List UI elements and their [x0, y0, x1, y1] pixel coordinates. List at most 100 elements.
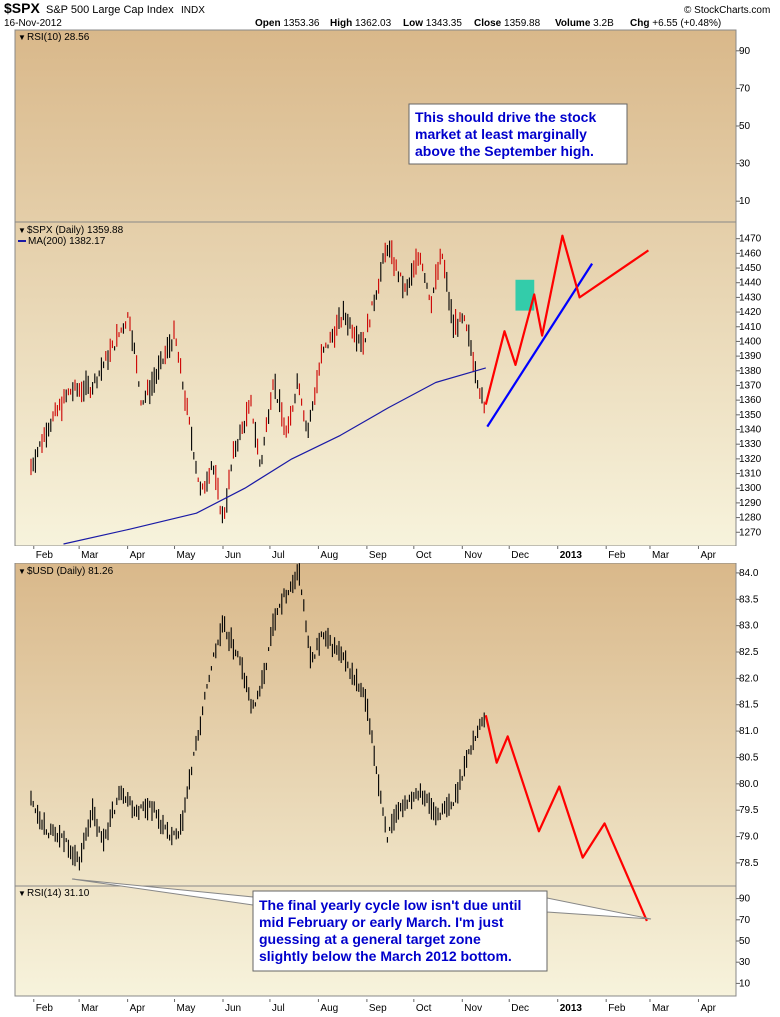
y-tick-label: 78.5: [739, 858, 759, 869]
usd-legend-icon: ▼: [18, 567, 26, 576]
open-label: Open: [255, 18, 281, 29]
month-label: Aug: [320, 550, 338, 561]
top-annotation-line-1: This should drive the stock: [415, 109, 596, 125]
month-label: Oct: [416, 1003, 432, 1014]
y-axis-ticks: 10 30 50 70 90 1270 1280 1290 1300 1310 1320 1330 13…: [736, 46, 762, 989]
bottom-annotation-line-1: The final yearly cycle low isn't due unt…: [259, 897, 521, 913]
y-tick-label: 1410: [739, 322, 762, 333]
chart-date: 16-Nov-2012: [4, 18, 62, 29]
y-tick-label: 70: [739, 915, 751, 926]
month-label: Mar: [81, 1003, 99, 1014]
rsi-usd-legend-icon: ▼: [18, 889, 26, 898]
y-tick-label: 50: [739, 936, 751, 947]
month-label: Jun: [225, 1003, 241, 1014]
usd-price-bars: [30, 563, 485, 871]
svg-text:Volume 3.2B: Volume 3.2B: [555, 18, 614, 29]
y-tick-label: 1450: [739, 263, 762, 274]
bottom-annotation-line-2: mid February or early March. I'm just: [259, 914, 504, 930]
y-tick-label: 90: [739, 46, 751, 57]
month-label: May: [177, 550, 196, 561]
top-annotation-line-3: above the September high.: [415, 143, 594, 159]
y-tick-label: 1330: [739, 439, 762, 450]
month-label: 2013: [560, 1003, 583, 1014]
y-tick-label: 1280: [739, 513, 762, 524]
spx-legend: ▼ $SPX (Daily) 1359.88 MA(200) 1382.17: [18, 225, 124, 247]
bottom-annotation-box: [252, 890, 548, 972]
month-label: 2013: [560, 550, 583, 561]
month-label: Jun: [225, 550, 241, 561]
y-tick-label: 83.0: [739, 621, 759, 632]
y-tick-label: 1350: [739, 410, 762, 421]
y-tick-label: 50: [739, 121, 751, 132]
y-tick-label: 80.5: [739, 752, 759, 763]
ohlc-summary: Open 1353.36 High 1362.03 Low 1343.35 Cl…: [255, 18, 721, 29]
month-label: Dec: [511, 1003, 529, 1014]
y-tick-label: 1390: [739, 351, 762, 362]
svg-text:Low 1343.35: Low 1343.35: [403, 18, 462, 29]
ma200-line: [63, 367, 486, 545]
month-label: Feb: [608, 1003, 626, 1014]
month-label: Sep: [369, 1003, 387, 1014]
month-label: Mar: [652, 1003, 670, 1014]
usd-projection-line: [484, 715, 648, 922]
svg-text:Chg +6.55 (+0.48%): Chg +6.55 (+0.48%): [630, 18, 721, 29]
spx-price-bars: [30, 240, 485, 524]
y-tick-label: 1470: [739, 234, 762, 245]
target-zone-box: [515, 279, 535, 311]
top-annotation: This should drive the stock market at le…: [408, 103, 628, 165]
ma-legend-text: MA(200) 1382.17: [28, 236, 106, 247]
month-axis-upper: [0, 546, 780, 563]
top-annotation-box: [408, 103, 628, 165]
month-label: Jul: [272, 550, 285, 561]
y-tick-label: 1340: [739, 425, 762, 436]
y-tick-label: 82.0: [739, 673, 759, 684]
spx-projection-line: [484, 234, 650, 405]
y-tick-label: 82.5: [739, 647, 759, 658]
chg-label: Chg: [630, 18, 649, 29]
symbol-title: $SPX: [4, 0, 40, 16]
close-value: 1359.88: [504, 18, 541, 29]
blue-trendline: [486, 263, 594, 428]
usd-legend: ▼ $USD (Daily) 81.26: [18, 566, 114, 577]
month-label: Nov: [464, 550, 482, 561]
overlay-lines: [63, 234, 650, 922]
month-tick-labels: Feb Feb Mar Mar Apr Apr May May Jun Jun Jul Jul Aug A…: [33, 546, 717, 1014]
month-label: Mar: [652, 550, 670, 561]
month-label: Nov: [464, 1003, 482, 1014]
month-label: Mar: [81, 550, 99, 561]
high-label: High: [330, 18, 352, 29]
month-label: Apr: [700, 550, 716, 561]
month-label: May: [177, 1003, 196, 1014]
bottom-annotation-line-4: slightly below the March 2012 bottom.: [259, 948, 512, 964]
open-value: 1353.36: [283, 18, 320, 29]
y-tick-label: 1270: [739, 527, 762, 538]
low-label: Low: [403, 18, 423, 29]
rsi-spx-legend-icon: ▼: [18, 33, 26, 42]
spx-legend-text: $SPX (Daily) 1359.88: [27, 225, 124, 236]
low-value: 1343.35: [426, 18, 463, 29]
bottom-annotation-line-3: guessing at a general target zone: [259, 931, 481, 947]
index-name: S&P 500 Large Cap Index: [46, 4, 174, 16]
y-tick-label: 1320: [739, 454, 762, 465]
month-label: Feb: [36, 1003, 54, 1014]
rsi-usd-legend: ▼ RSI(14) 31.10: [18, 888, 90, 899]
y-tick-label: 81.5: [739, 700, 759, 711]
y-tick-label: 1370: [739, 380, 762, 391]
y-tick-label: 1460: [739, 248, 762, 259]
volume-value: 3.2B: [593, 18, 614, 29]
svg-text:High 1362.03: High 1362.03: [330, 18, 392, 29]
volume-label: Volume: [555, 18, 591, 29]
rsi-spx-legend-text: RSI(10) 28.56: [27, 32, 90, 43]
svg-text:Open 1353.36: Open 1353.36: [255, 18, 320, 29]
month-label: Aug: [320, 1003, 338, 1014]
y-tick-label: 1300: [739, 483, 762, 494]
top-annotation-line-2: market at least marginally: [415, 126, 587, 142]
month-label: Feb: [608, 550, 626, 561]
y-tick-label: 1400: [739, 336, 762, 347]
usd-legend-text: $USD (Daily) 81.26: [27, 566, 114, 577]
y-tick-label: 70: [739, 83, 751, 94]
exchange-label: INDX: [181, 5, 205, 16]
month-label: Sep: [369, 550, 387, 561]
y-tick-label: 10: [739, 196, 751, 207]
